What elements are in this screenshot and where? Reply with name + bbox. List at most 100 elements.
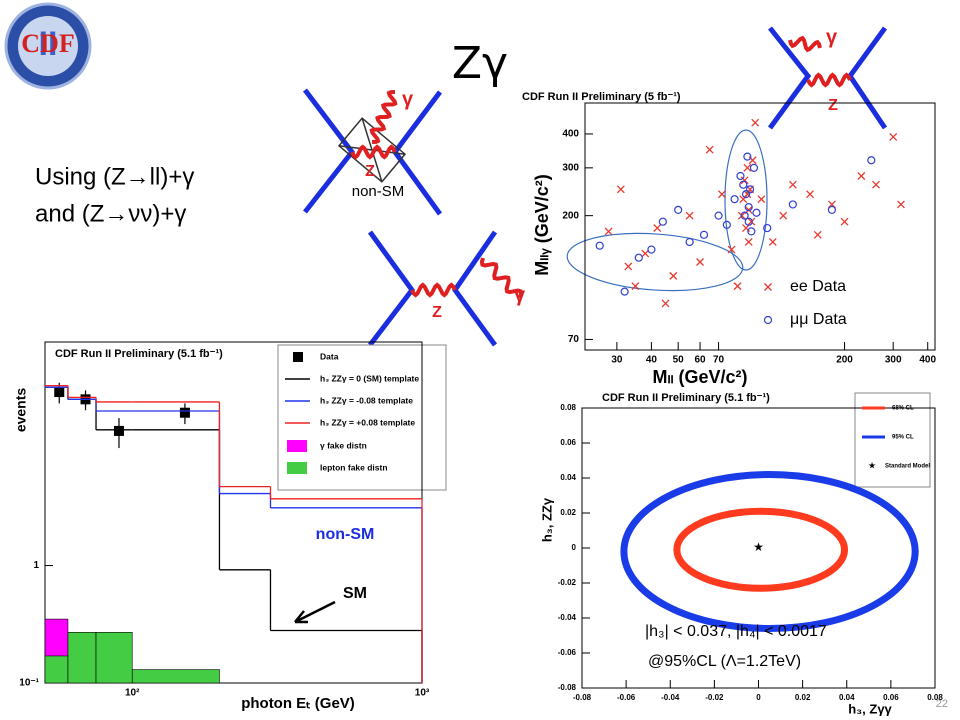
boson-line: [806, 72, 852, 88]
confidence-contour: [673, 507, 849, 592]
legend-label: ee Data: [790, 278, 846, 295]
boson-line: [479, 257, 524, 299]
histogram-bar: [67, 632, 97, 684]
y-tick-label: -0.02: [558, 578, 577, 587]
diagram-label: γ: [402, 88, 414, 110]
legend-label: 95% CL: [892, 435, 914, 441]
y-tick-label: -0.04: [558, 613, 577, 622]
scatter-point: [616, 185, 625, 194]
y-axis-label: Mₗₗᵧ (GeV/c²): [532, 174, 552, 276]
scatter-point: [736, 171, 745, 181]
legend-label: h₃ ZZγ = -0.08 template: [320, 395, 413, 405]
y-tick-label: 10⁻¹: [19, 678, 39, 689]
boson-line: [350, 144, 397, 160]
scatter-point: [857, 172, 866, 180]
scatter-point: [779, 211, 788, 220]
scatter-point: [685, 211, 694, 220]
scatter-point: [631, 282, 640, 291]
x-tick-label: 300: [885, 355, 902, 366]
annotation: @95%CL (Λ=1.2TeV): [648, 653, 801, 670]
diagram-label: Z: [365, 163, 375, 180]
legend-label: h₃ ZZγ = 0 (SM) template: [320, 373, 419, 383]
x-tick-label: 0.06: [883, 693, 899, 702]
scatter-point: [743, 163, 752, 172]
scatter-point: [747, 217, 756, 226]
scatter-point: [604, 227, 613, 236]
chart-title: CDF Run II Preliminary (5 fb⁻¹): [522, 91, 681, 103]
scatter-point: [669, 271, 678, 280]
scatter-point: [699, 230, 709, 239]
x-axis-label: Mₗₗ (GeV/c²): [653, 367, 748, 387]
x-tick-label: 60: [695, 355, 707, 366]
scatter-point: [653, 224, 662, 233]
x-tick-label: -0.02: [705, 693, 724, 702]
histogram-bar: [44, 655, 69, 684]
x-tick-label: 10³: [415, 688, 430, 699]
y-axis-label: h₃, ZZγ: [539, 497, 554, 542]
scatter-point: [658, 217, 667, 226]
y-tick-label: 0.08: [560, 403, 576, 412]
scatter-point: [595, 241, 604, 250]
y-tick-label: 0.06: [560, 438, 576, 447]
scatter-point: [733, 282, 742, 291]
vertex-box: [337, 117, 407, 183]
y-tick-label: 1: [33, 560, 39, 571]
sm-point: ★: [753, 540, 764, 554]
scatter-point: [743, 190, 752, 199]
y-tick-label: 200: [562, 210, 579, 221]
scatter-point: [714, 211, 723, 220]
chart-title: CDF Run II Preliminary (5.1 fb⁻¹): [55, 348, 223, 360]
scatter-point: [788, 200, 797, 209]
body-line: and (Z→νν)+γ: [35, 200, 186, 227]
x-tick-label: -0.04: [661, 693, 680, 702]
logo-roman: II: [39, 25, 58, 63]
scatter-point: [741, 190, 751, 199]
scatter-point: [813, 230, 822, 239]
legend-swatch: [287, 440, 307, 452]
page-number: 22: [936, 698, 948, 710]
scatter-point: [624, 262, 633, 271]
x-tick-label: -0.08: [573, 693, 592, 702]
x-tick-label: 50: [673, 355, 685, 366]
scatter-point: [641, 249, 650, 258]
legend-marker: [763, 315, 773, 325]
scatter-point: [674, 205, 683, 215]
selection-ellipse: [566, 232, 744, 292]
legend-label: 68% CL: [892, 406, 914, 412]
x-tick-label: 200: [836, 355, 853, 366]
annotation: |h₃| < 0.037, |h₄| < 0.0017: [645, 623, 827, 640]
legend-label: Data: [320, 351, 339, 361]
legend-swatch: [287, 462, 307, 474]
logo-disc: [18, 16, 78, 76]
scatter-point: [740, 211, 749, 220]
scatter-point: [872, 180, 880, 189]
x-tick-label: 10²: [125, 688, 140, 699]
scatter-point: [867, 156, 876, 165]
slide-title: Zγ: [452, 38, 508, 89]
scatter-point: [685, 237, 694, 247]
scatter-point: [730, 195, 739, 204]
diagram-label: Z: [432, 304, 442, 321]
legend-label: lepton fake distn: [320, 462, 388, 472]
diagram-note: non-SM: [352, 183, 405, 200]
data-point: [54, 387, 65, 398]
boson-line: [369, 90, 398, 144]
scatter-point: [747, 227, 756, 236]
annotation: non-SM: [316, 526, 375, 543]
scatter-point: [620, 287, 629, 296]
x-axis-label: photon Eₜ (GeV): [241, 695, 355, 712]
legend-label: μμ Data: [790, 311, 847, 328]
scatter-point: [705, 145, 714, 154]
legend-label: Standard Model: [885, 464, 930, 470]
data-point: [179, 407, 190, 418]
x-axis-label: h₃, Zγγ: [848, 701, 892, 716]
scatter-point: [749, 163, 759, 172]
logo: II CDF: [4, 2, 92, 90]
chart-title: CDF Run II Preliminary (5.1 fb⁻¹): [602, 392, 770, 404]
legend-label: h₃ ZZγ = +0.08 template: [320, 417, 415, 427]
legend-swatch: [293, 352, 303, 362]
confidence-contour: [620, 471, 919, 632]
scatter-point: [751, 118, 760, 127]
scatter-point: [722, 220, 731, 229]
